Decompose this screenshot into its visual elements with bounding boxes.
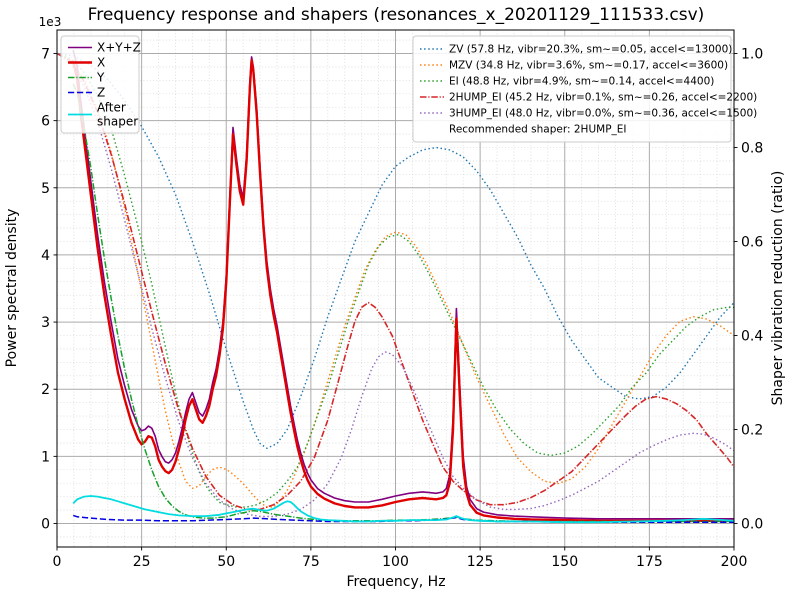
x-tick-label: 175 xyxy=(636,554,663,570)
series-x xyxy=(72,59,734,522)
x-tick-label: 50 xyxy=(217,554,235,570)
y-left-tick-label: 0 xyxy=(41,517,50,533)
series-2hump_ei xyxy=(57,52,734,511)
y-right-axis-label: Shaper vibration reduction (ratio) xyxy=(770,171,786,406)
y-right-tick-label: 0.6 xyxy=(741,235,763,251)
legend-entry-label: X xyxy=(97,56,105,70)
legend-entry-label: 3HUMP_EI (48.0 Hz, vibr=0.0%, sm~=0.36, … xyxy=(449,108,757,120)
series-after_shaper xyxy=(72,495,734,524)
tick-labels: 0 25 50 75 100 125 150 175 200 0 1 2 3 4 5 6 7 0.0 0.2 0.4 0… xyxy=(41,47,763,571)
x-tick-label: 0 xyxy=(53,554,62,570)
y-right-tick-label: 1.0 xyxy=(741,47,763,63)
x-tick-label: 150 xyxy=(551,554,578,570)
y-left-tick-label: 3 xyxy=(41,315,50,331)
series-group xyxy=(57,49,734,524)
legend-entry-label: EI (48.8 Hz, vibr=4.9%, sm~=0.14, accel<… xyxy=(449,76,714,88)
legend-entry-label: Y xyxy=(96,71,105,85)
y-left-tick-label: 2 xyxy=(41,382,50,398)
legend-note: Recommended shaper: 2HUMP_EI xyxy=(449,124,627,136)
tick-marks xyxy=(53,53,738,551)
y-right-tick-label: 0.0 xyxy=(741,517,763,533)
legend-entry-label: Z xyxy=(97,86,105,100)
x-tick-label: 25 xyxy=(133,554,151,570)
legend-entry-label: 2HUMP_EI (45.2 Hz, vibr=0.1%, sm~=0.26, … xyxy=(449,92,757,104)
legend-entry-label: ZV (57.8 Hz, vibr=20.3%, sm~=0.05, accel… xyxy=(449,44,732,56)
x-tick-label: 100 xyxy=(382,554,409,570)
series-y xyxy=(72,83,734,523)
y-right-tick-label: 0.2 xyxy=(741,423,763,439)
y-left-offset-text: 1e3 xyxy=(39,15,62,29)
x-tick-label: 75 xyxy=(302,554,320,570)
y-right-tick-label: 0.4 xyxy=(741,329,763,345)
legend-entry-label: X+Y+Z xyxy=(97,41,141,55)
y-right-tick-label: 0.8 xyxy=(741,141,763,157)
legend-entry-label: After shaper xyxy=(97,101,138,129)
legend-shapers: ZV (57.8 Hz, vibr=20.3%, sm~=0.05, accel… xyxy=(412,35,757,143)
x-axis-label: Frequency, Hz xyxy=(346,574,445,590)
chart-title: Frequency response and shapers (resonanc… xyxy=(88,5,705,25)
x-tick-label: 125 xyxy=(467,554,494,570)
y-left-tick-label: 6 xyxy=(41,114,50,130)
x-tick-label: 200 xyxy=(721,554,748,570)
y-left-axis-label: Power spectral density xyxy=(4,209,20,368)
y-left-tick-label: 7 xyxy=(41,47,50,63)
series-mzv xyxy=(57,52,734,508)
y-left-tick-label: 4 xyxy=(41,248,50,264)
legend-entry-label: MZV (34.8 Hz, vibr=3.6%, sm~=0.17, accel… xyxy=(449,60,728,72)
y-left-tick-label: 5 xyxy=(41,181,50,197)
y-left-tick-label: 1 xyxy=(41,449,50,465)
